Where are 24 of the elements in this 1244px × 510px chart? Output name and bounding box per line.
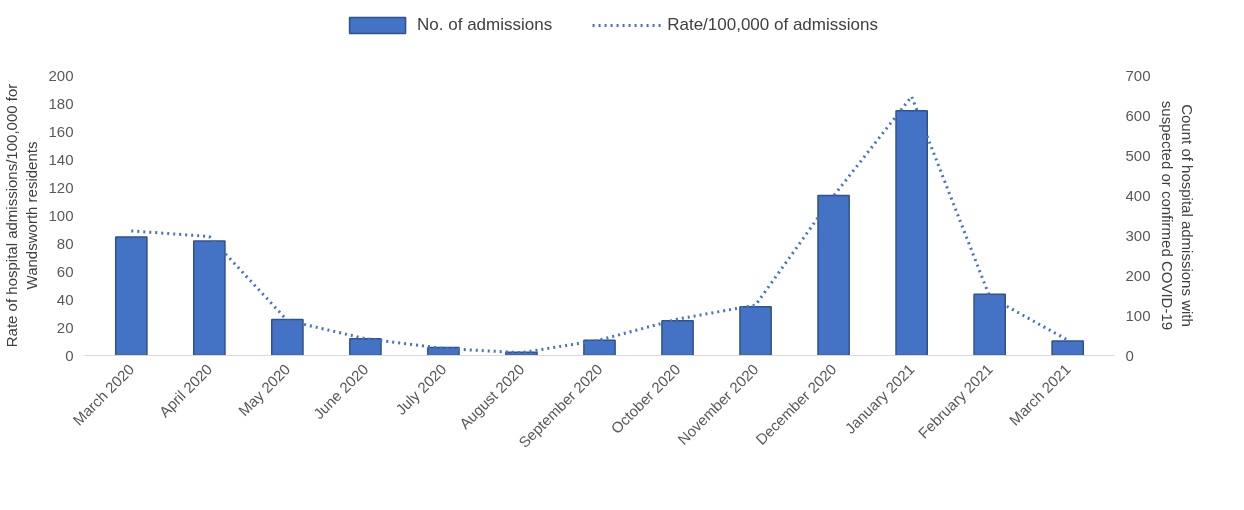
y-tick-label: 200 (48, 66, 74, 84)
y-axis-title: Rate of hospital admissions/100,000 for Wandsworth residents (3, 83, 41, 348)
y2-tick-label: 500 (1125, 146, 1151, 164)
y-tick-label: 60 (56, 262, 74, 280)
legend-label: No. of admissions (417, 15, 553, 35)
bar (114, 236, 148, 356)
y-tick-label: 140 (48, 150, 74, 168)
y2-tick-label: 700 (1125, 66, 1151, 84)
y-tick-label: 40 (56, 290, 74, 308)
y2-tick-label: 400 (1125, 186, 1151, 204)
y2-tick-label: 100 (1125, 306, 1151, 324)
y-tick-label: 160 (48, 122, 74, 140)
y-tick-label: 20 (56, 318, 74, 336)
y2-axis-title: Count of hospital admissions with suspected or confirmed COVID-19 (1158, 100, 1196, 331)
y-tick-label: 120 (48, 178, 74, 196)
legend-label: Rate/100,000 of admissions (667, 15, 878, 35)
y-tick-label: 80 (56, 234, 74, 252)
y-tick-label: 180 (48, 94, 74, 112)
y2-tick-label: 0 (1125, 346, 1134, 364)
y-tick-label: 100 (48, 206, 74, 224)
y2-tick-label: 200 (1125, 266, 1151, 284)
y2-tick-label: 300 (1125, 226, 1151, 244)
y-tick-label: 0 (65, 346, 74, 364)
y2-tick-label: 600 (1125, 106, 1151, 124)
